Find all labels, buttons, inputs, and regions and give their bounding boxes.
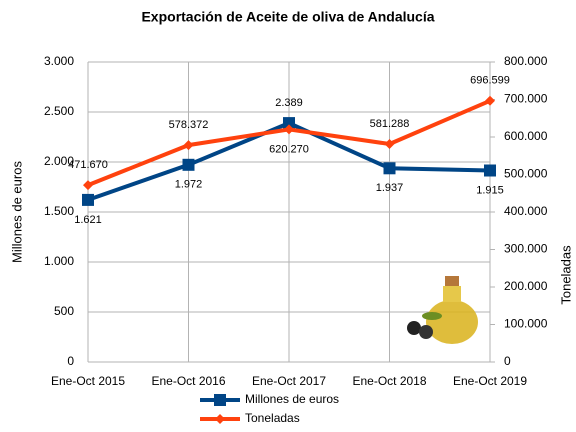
y2-tick-label: 0 [504,354,511,368]
y-axis-label: Millones de euros [9,161,24,263]
y-tick-label: 1.000 [44,254,74,268]
y2-tick-label: 200.000 [504,279,548,293]
legend-label: Millones de euros [245,392,339,406]
y-tick-label: 0 [67,354,74,368]
y2-tick-label: 300.000 [504,242,548,256]
y2-tick-label: 100.000 [504,317,548,331]
marker [485,95,495,106]
legend-label: Toneladas [245,411,300,425]
y2-tick-label: 500.000 [504,167,548,181]
x-tick-label: Ene-Oct 2016 [151,374,225,388]
x-tick-label: Ene-Oct 2017 [252,374,326,388]
y2-tick-label: 800.000 [504,54,548,68]
chart-title: Exportación de Aceite de oliva de Andalu… [141,9,434,25]
x-tick-label: Ene-Oct 2019 [453,374,527,388]
data-label: 578.372 [169,119,209,131]
data-label: 696.599 [470,75,510,87]
y-tick-label: 3.000 [44,54,74,68]
marker [183,140,194,151]
marker [182,158,195,171]
y2-tick-label: 600.000 [504,129,548,143]
marker [82,193,94,206]
marker [284,124,294,135]
y-tick-label: 1.500 [44,204,74,218]
marker [484,164,496,177]
legend-marker [214,394,226,406]
olive-oil-icon [407,276,478,344]
data-label: 1.621 [74,214,102,226]
data-label: 2.389 [275,97,303,109]
data-label: 1.972 [175,179,203,191]
marker [383,162,396,175]
y2-tick-label: 400.000 [504,204,548,218]
data-label: 471.670 [68,159,108,171]
marker [283,117,295,130]
y2-tick-label: 700.000 [504,92,548,106]
data-label: 1.937 [376,182,404,194]
data-label: 581.288 [370,118,410,130]
data-label: 620.270 [269,143,309,155]
x-tick-label: Ene-Oct 2015 [51,374,125,388]
data-label: 1.915 [476,184,504,196]
y-tick-label: 2.000 [44,154,74,168]
x-tick-label: Ene-Oct 2018 [352,374,426,388]
y-tick-label: 500 [54,304,74,318]
marker [384,139,395,150]
legend-marker [215,414,225,424]
y2-axis-label: Toneladas [558,245,573,305]
y-tick-label: 2.500 [44,104,74,118]
marker [83,180,93,191]
